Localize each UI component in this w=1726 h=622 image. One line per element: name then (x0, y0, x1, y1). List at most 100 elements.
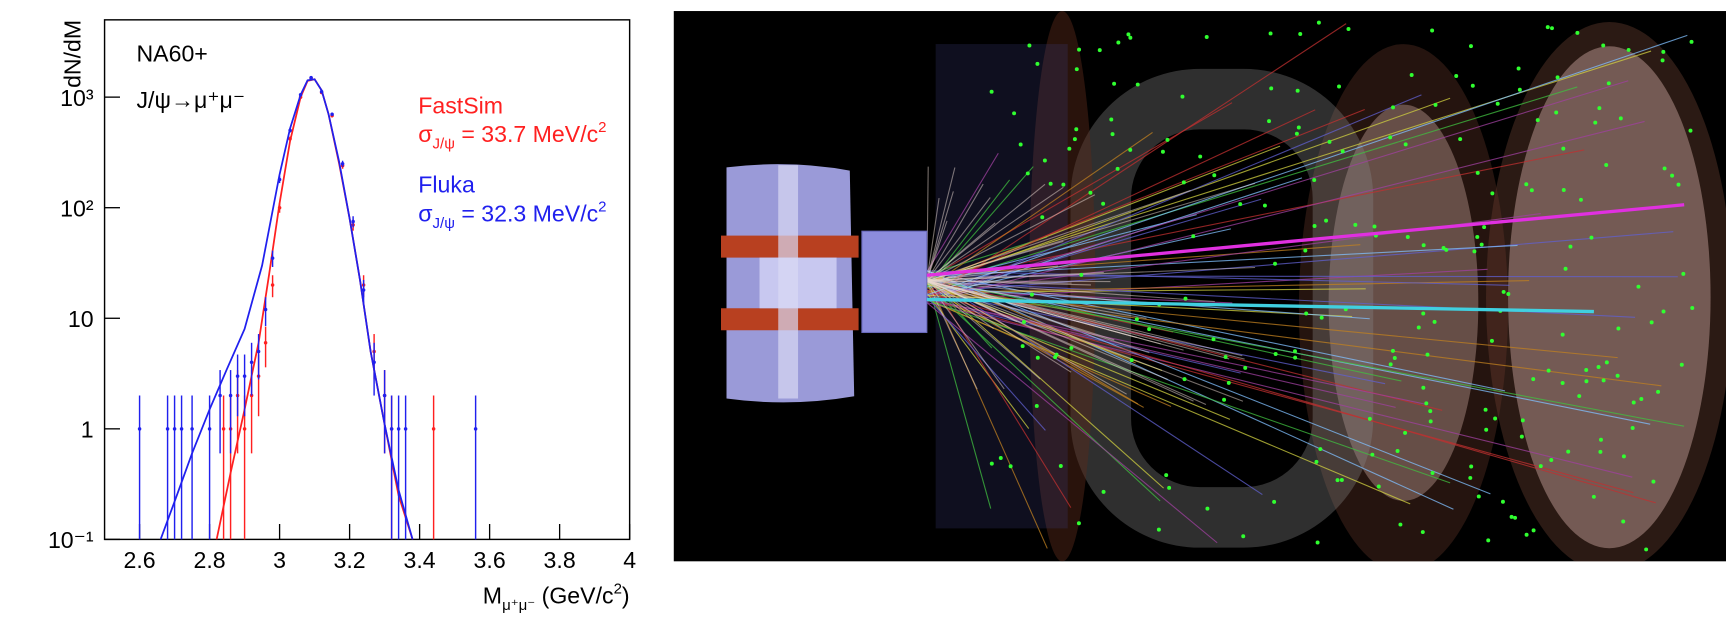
hit (1477, 494, 1481, 498)
hit (1592, 495, 1596, 499)
data-point (218, 394, 222, 398)
hit (1568, 245, 1572, 249)
hit (1532, 528, 1536, 532)
hit (1579, 198, 1583, 202)
hit (1454, 74, 1458, 78)
hit (1012, 111, 1016, 115)
hit (1490, 339, 1494, 343)
hit (1075, 67, 1079, 71)
hit (1469, 44, 1473, 48)
hit (1518, 88, 1522, 92)
hit (1035, 62, 1039, 66)
hit (1604, 163, 1608, 167)
hit (1340, 478, 1344, 482)
hit (1566, 450, 1570, 454)
hit (1396, 449, 1400, 453)
data-point (166, 427, 170, 431)
x-axis-label-part: μ⁺μ⁻ (502, 597, 535, 614)
hit (1298, 32, 1302, 36)
hit (1690, 40, 1694, 44)
hit (1212, 173, 1216, 177)
hit (1313, 224, 1317, 228)
hit (1337, 84, 1341, 88)
hit (1601, 44, 1605, 48)
hit (1069, 346, 1073, 350)
hit (1021, 344, 1025, 348)
hit (1417, 326, 1421, 330)
hit (1116, 167, 1120, 171)
data-point (351, 220, 355, 224)
hit (1403, 431, 1407, 435)
hit (1112, 82, 1116, 86)
hit (1328, 140, 1332, 144)
hit (1336, 478, 1340, 482)
hit (1130, 358, 1134, 362)
hit (1575, 31, 1579, 35)
hit (1191, 234, 1195, 238)
hit (1472, 249, 1476, 253)
data-point (309, 76, 313, 80)
data-point (222, 427, 226, 431)
hit (1621, 519, 1625, 523)
hit (1493, 416, 1497, 420)
hit (1689, 129, 1693, 133)
hit (1222, 398, 1226, 402)
hit (1677, 183, 1681, 187)
y-tick-label: 1 (81, 417, 94, 443)
hit (1597, 106, 1601, 110)
data-point (257, 350, 261, 354)
legend-sigma-part: J/ψ (433, 136, 455, 153)
data-point (278, 178, 282, 182)
data-point (372, 361, 376, 365)
hit (1429, 419, 1433, 423)
y-tick-label: 10² (60, 196, 94, 222)
hit (1490, 191, 1494, 195)
x-axis-label-part: ) (622, 582, 630, 608)
figure: 10⁻¹11010²10³2.62.833.23.43.63.84dN/dMMμ… (0, 0, 1726, 622)
hit (1536, 118, 1540, 122)
hit (1593, 121, 1597, 125)
hit (1205, 35, 1209, 39)
hit (999, 456, 1003, 460)
data-point (362, 288, 366, 292)
data-point (243, 427, 247, 431)
hit (1644, 547, 1648, 551)
hit (1368, 417, 1372, 421)
data-point (390, 427, 394, 431)
hit (1067, 147, 1071, 151)
hit (1561, 333, 1565, 337)
data-point (264, 341, 268, 345)
hit (1598, 450, 1602, 454)
data-point (474, 427, 478, 431)
hit (1043, 158, 1047, 162)
hit (1502, 290, 1506, 294)
x-axis-label-part: 2 (614, 580, 622, 597)
hit (1157, 528, 1161, 532)
hit (1584, 368, 1588, 372)
hit (1347, 27, 1351, 31)
data-point (271, 256, 275, 260)
hit (1484, 408, 1488, 412)
hit (1599, 438, 1603, 442)
hit (1531, 377, 1535, 381)
magnet-gap (778, 165, 798, 398)
hit (1026, 171, 1030, 175)
hit (1442, 246, 1446, 250)
hit (1370, 453, 1374, 457)
hit (1680, 363, 1684, 367)
hit (1269, 31, 1273, 35)
x-tick-label: 3.4 (404, 547, 436, 573)
data-point (383, 394, 387, 398)
hit (1324, 219, 1328, 223)
hit (1681, 272, 1685, 276)
data-point (341, 162, 345, 166)
chart-subtitle: J/ψ→μ⁺μ⁻ (136, 87, 245, 113)
hit (1562, 188, 1566, 192)
hit (1486, 538, 1490, 542)
hit (1263, 204, 1267, 208)
hit (1584, 379, 1588, 383)
hit (1430, 28, 1434, 32)
hit (1484, 428, 1488, 432)
x-tick-label: 3.8 (544, 547, 576, 573)
hit (1458, 137, 1462, 141)
